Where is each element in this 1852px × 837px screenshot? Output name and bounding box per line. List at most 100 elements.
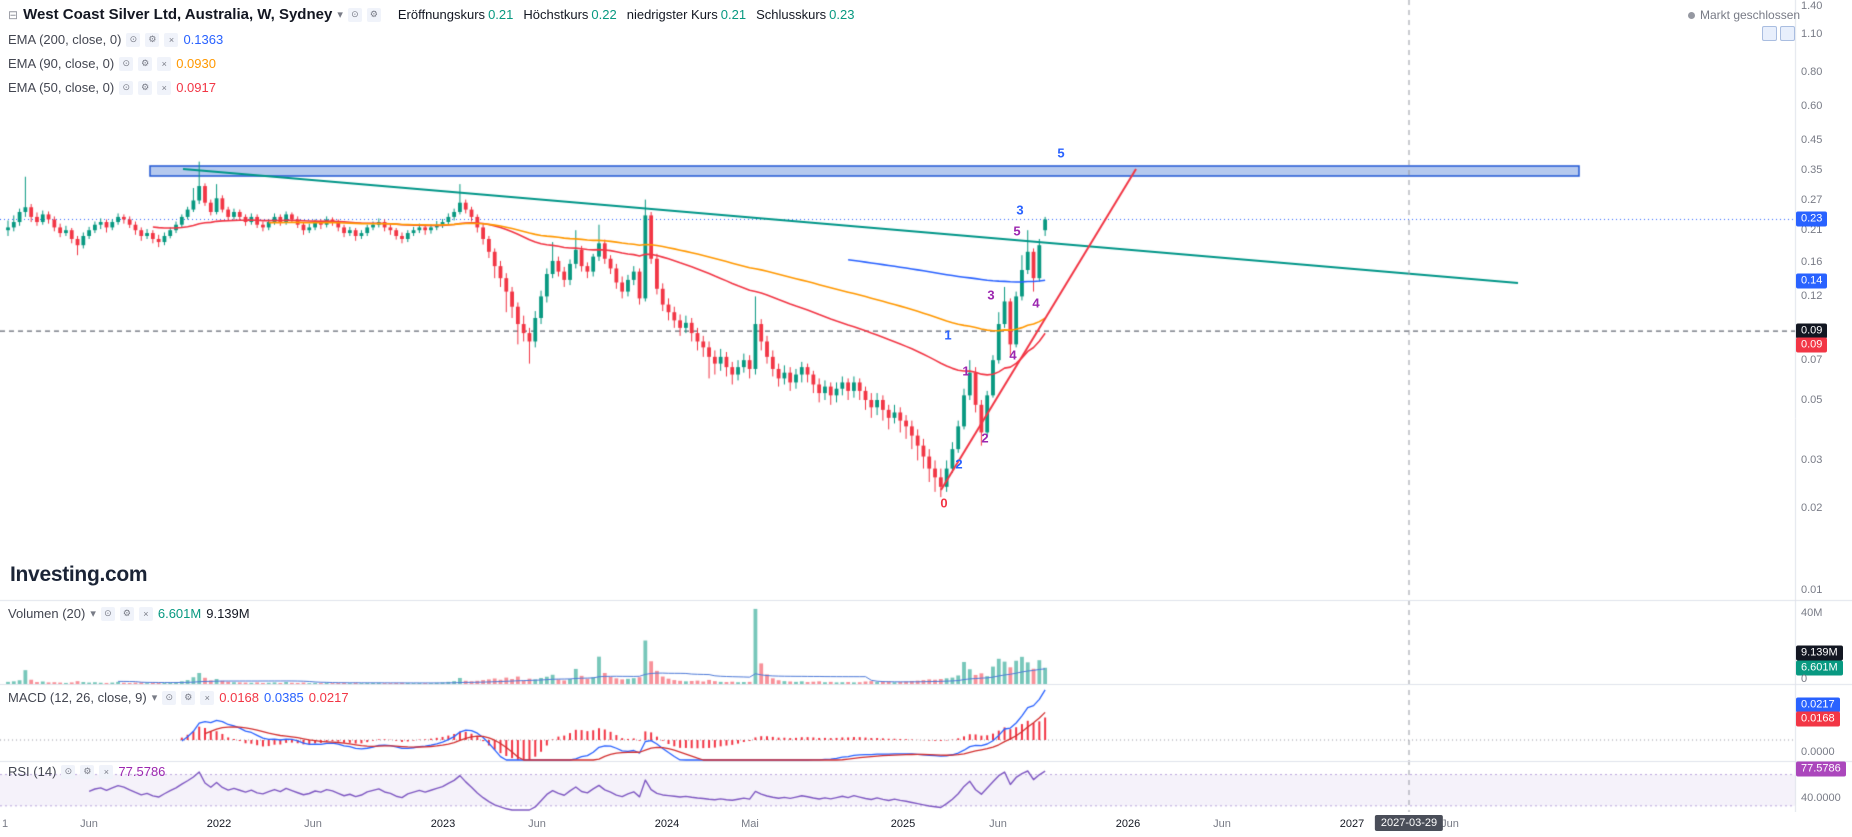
settings-icon[interactable]: ⚙ bbox=[119, 606, 134, 621]
time-axis[interactable]: 1 Jun 2022 Jun 2023 Jun 2024 Mai 2025 Jun 2026 Jun 2… bbox=[0, 812, 1852, 837]
settings-icon[interactable]: ⚙ bbox=[138, 80, 153, 95]
eye-icon[interactable]: ⊙ bbox=[100, 606, 115, 621]
market-status-dot-icon bbox=[1688, 11, 1695, 19]
ema200-label: EMA (200, close, 0) bbox=[8, 32, 122, 47]
market-status-text: Markt geschlossen bbox=[1700, 8, 1801, 22]
rsi-value: 77.5786 bbox=[118, 764, 166, 779]
close-icon[interactable]: × bbox=[157, 80, 172, 95]
ema50-label: EMA (50, close, 0) bbox=[8, 80, 115, 95]
settings-icon[interactable]: ⚙ bbox=[80, 764, 95, 779]
close-icon[interactable]: × bbox=[138, 606, 153, 621]
eye-icon[interactable]: ⊙ bbox=[119, 56, 134, 71]
elliott-wave-label: 0 bbox=[940, 495, 948, 511]
ema50-value: 0.0917 bbox=[176, 80, 216, 95]
price-tick-label: 0.07 bbox=[1801, 354, 1823, 367]
volume-legend-row: Volumen (20) ▾ ⊙ ⚙ × 6.601M 9.139M bbox=[8, 606, 250, 621]
indicator-axis-label: 0.0000 bbox=[1801, 746, 1835, 758]
close-icon[interactable]: × bbox=[157, 56, 172, 71]
close-label: Schlusskurs bbox=[756, 7, 827, 22]
logo-brand: Investing bbox=[10, 563, 100, 586]
time-tick-label: Jun bbox=[1213, 818, 1231, 830]
price-tick-label: 0.45 bbox=[1801, 134, 1823, 147]
high-value: 0.22 bbox=[591, 7, 617, 22]
close-value: 0.23 bbox=[829, 7, 855, 22]
elliott-wave-label: 4 bbox=[1009, 347, 1017, 363]
eye-icon[interactable]: ⊙ bbox=[162, 690, 177, 705]
settings-icon[interactable]: ⚙ bbox=[145, 32, 160, 47]
elliott-wave-label: 2 bbox=[981, 430, 989, 446]
elliott-wave-label: 3 bbox=[987, 287, 995, 303]
macd-line-value: 0.0385 bbox=[264, 690, 304, 705]
elliott-wave-label: 5 bbox=[1013, 223, 1021, 239]
time-tick-label: Jun bbox=[989, 818, 1007, 830]
open-value: 0.21 bbox=[488, 7, 514, 22]
price-tick-label: 0.02 bbox=[1801, 502, 1823, 515]
volume-menu-caret-icon[interactable]: ▾ bbox=[90, 608, 96, 620]
macd-legend-row: MACD (12, 26, close, 9) ▾ ⊙ ⚙ × 0.0168 0… bbox=[8, 690, 349, 705]
crosshair-date-badge: 2027-03-29 bbox=[1374, 815, 1444, 831]
elliott-wave-label: 2 bbox=[955, 456, 963, 472]
low-value: 0.21 bbox=[720, 7, 747, 22]
ema90-label: EMA (90, close, 0) bbox=[8, 56, 115, 71]
settings-icon[interactable]: ⚙ bbox=[181, 690, 196, 705]
elliott-wave-label: 3 bbox=[1016, 202, 1024, 218]
low-label: niedrigster Kurs bbox=[626, 7, 718, 22]
price-axis-badge: 0.09 bbox=[1796, 337, 1828, 353]
symbol-menu-caret-icon[interactable]: ▾ bbox=[337, 9, 343, 21]
volume-label: Volumen (20) bbox=[8, 606, 86, 621]
price-tick-label: 0.12 bbox=[1801, 290, 1823, 303]
price-tick-label: 1.40 bbox=[1801, 0, 1823, 12]
elliott-wave-label: 1 bbox=[944, 327, 952, 343]
symbol-title[interactable]: West Coast Silver Ltd, Australia, W, Syd… bbox=[23, 6, 333, 23]
time-tick-label: 2023 bbox=[430, 818, 456, 830]
rsi-axis-badge: 77.5786 bbox=[1796, 761, 1846, 777]
ema90-value: 0.0930 bbox=[176, 56, 216, 71]
time-tick-label: Jun bbox=[1441, 818, 1459, 830]
price-tick-label: 0.01 bbox=[1801, 584, 1823, 597]
logo-suffix: .com bbox=[99, 563, 148, 586]
time-tick-label: Mai bbox=[741, 818, 759, 830]
macd-axis-badge: 0.0217 bbox=[1796, 697, 1840, 713]
indicator-axis-label: 40.0000 bbox=[1801, 792, 1841, 804]
volume-axis-badge: 9.139M bbox=[1796, 645, 1843, 661]
volume-value: 9.139M bbox=[206, 606, 250, 621]
indicator-axis-label: 0 bbox=[1801, 673, 1808, 685]
settings-icon[interactable]: ⚙ bbox=[366, 7, 381, 22]
rsi-legend-row: RSI (14) ⊙ ⚙ × 77.5786 bbox=[8, 764, 165, 779]
collapse-legend-icon[interactable]: ⊟ bbox=[8, 7, 19, 22]
ema200-value: 0.1363 bbox=[183, 32, 224, 47]
time-tick-label: 2027 bbox=[1339, 818, 1365, 830]
price-tick-label: 0.16 bbox=[1801, 256, 1823, 269]
close-icon[interactable]: × bbox=[200, 690, 215, 705]
macd-menu-caret-icon[interactable]: ▾ bbox=[151, 692, 158, 704]
price-tick-label: 0.05 bbox=[1801, 393, 1823, 406]
close-icon[interactable]: × bbox=[164, 32, 179, 47]
time-tick-label: Jun bbox=[528, 818, 546, 830]
price-tick-label: 1.10 bbox=[1801, 28, 1823, 41]
pane-control-icon-1[interactable] bbox=[1762, 26, 1777, 41]
ema200-legend-row: EMA (200, close, 0) ⊙ ⚙ × 0.1363 bbox=[8, 32, 223, 47]
ema50-legend-row: EMA (50, close, 0) ⊙ ⚙ × 0.0917 bbox=[8, 80, 216, 95]
eye-icon[interactable]: ⊙ bbox=[347, 7, 362, 22]
time-tick-label: 1 bbox=[1, 818, 9, 830]
price-axis-badge: 0.14 bbox=[1796, 273, 1828, 289]
ema90-legend-row: EMA (90, close, 0) ⊙ ⚙ × 0.0930 bbox=[8, 56, 216, 71]
volume-axis-badge: 6.601M bbox=[1796, 660, 1843, 676]
price-axis[interactable]: 1.40 1.10 0.80 0.60 0.45 0.35 0.27 0.21 0.16 0.12… bbox=[1795, 0, 1852, 812]
price-axis-badge: 0.23 bbox=[1796, 211, 1828, 227]
eye-icon[interactable]: ⊙ bbox=[126, 32, 141, 47]
volume-ma-value: 6.601M bbox=[157, 606, 202, 621]
eye-icon[interactable]: ⊙ bbox=[119, 80, 134, 95]
price-tick-label: 0.21 bbox=[1801, 224, 1823, 237]
close-icon[interactable]: × bbox=[99, 764, 114, 779]
symbol-legend-row: ⊟ West Coast Silver Ltd, Australia, W, S… bbox=[8, 6, 854, 23]
price-axis-badge: 0.09 bbox=[1796, 323, 1828, 339]
time-tick-label: Jun bbox=[80, 818, 98, 830]
macd-hist-value: 0.0168 bbox=[219, 690, 260, 705]
pane-control-icon-2[interactable] bbox=[1780, 26, 1795, 41]
macd-signal-value: 0.0217 bbox=[308, 690, 349, 705]
macd-axis-badge: 0.0168 bbox=[1796, 711, 1840, 727]
settings-icon[interactable]: ⚙ bbox=[138, 56, 153, 71]
eye-icon[interactable]: ⊙ bbox=[61, 764, 76, 779]
